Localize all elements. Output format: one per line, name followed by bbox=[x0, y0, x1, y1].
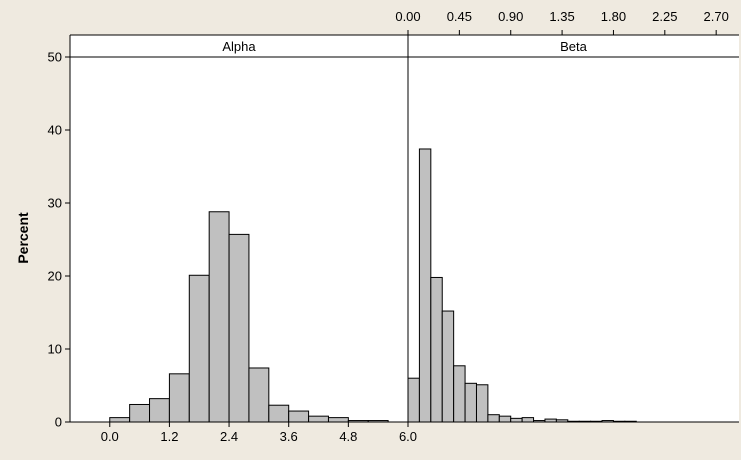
y-tick-label: 30 bbox=[48, 196, 62, 211]
histogram-bar-alpha bbox=[268, 404, 290, 423]
x-tick-label-alpha: 3.6 bbox=[280, 429, 298, 444]
histogram-bar-beta bbox=[441, 310, 455, 423]
x-tick-label-alpha: 0.0 bbox=[101, 429, 119, 444]
histogram-bar-beta bbox=[407, 377, 420, 423]
y-tick-label: 0 bbox=[55, 415, 62, 430]
y-axis-label: Percent bbox=[15, 212, 31, 264]
histogram-bar-alpha bbox=[248, 367, 270, 423]
y-tick-label: 20 bbox=[48, 269, 62, 284]
histogram-bar-alpha bbox=[308, 415, 329, 423]
panel-label-alpha: Alpha bbox=[222, 39, 256, 54]
histogram-bar-alpha bbox=[168, 373, 190, 423]
histogram-bar-beta bbox=[430, 276, 443, 423]
x-tick-label-alpha: 2.4 bbox=[220, 429, 238, 444]
x-tick-label-beta: 1.80 bbox=[601, 9, 626, 24]
histogram-bar-alpha bbox=[109, 417, 131, 423]
histogram-bar-beta bbox=[498, 415, 512, 423]
histogram-bar-beta bbox=[487, 414, 500, 423]
x-tick-label-beta: 0.00 bbox=[395, 9, 420, 24]
y-tick-label: 10 bbox=[48, 342, 62, 357]
histogram-bar-beta bbox=[510, 417, 523, 423]
histogram-bar-alpha bbox=[288, 410, 310, 423]
panel-label-beta: Beta bbox=[560, 39, 588, 54]
x-tick-label-alpha: 4.8 bbox=[339, 429, 357, 444]
plot-area bbox=[70, 35, 739, 422]
x-tick-label-alpha: 1.2 bbox=[160, 429, 178, 444]
x-tick-label-beta: 2.70 bbox=[704, 9, 729, 24]
histogram-bar-alpha bbox=[149, 398, 170, 423]
histogram-bar-alpha bbox=[327, 417, 349, 423]
histogram-bar-alpha bbox=[188, 274, 210, 423]
histogram-bar-alpha bbox=[228, 233, 250, 423]
histogram-bar-alpha bbox=[129, 403, 151, 423]
histogram-bar-beta bbox=[453, 365, 466, 423]
x-tick-label-beta: 1.35 bbox=[549, 9, 574, 24]
y-tick-label: 50 bbox=[48, 50, 62, 65]
x-tick-label-beta: 0.45 bbox=[447, 9, 472, 24]
histogram-bar-alpha bbox=[208, 211, 230, 423]
x-tick-label-beta: 2.25 bbox=[652, 9, 677, 24]
histogram-bar-beta bbox=[475, 384, 489, 423]
x-tick-label-alpha: 6.0 bbox=[399, 429, 417, 444]
histogram-bar-beta bbox=[464, 382, 477, 423]
histogram-bar-beta bbox=[418, 148, 432, 423]
y-tick-label: 40 bbox=[48, 123, 62, 138]
x-tick-label-beta: 0.90 bbox=[498, 9, 523, 24]
histogram-bar-beta bbox=[521, 417, 535, 423]
